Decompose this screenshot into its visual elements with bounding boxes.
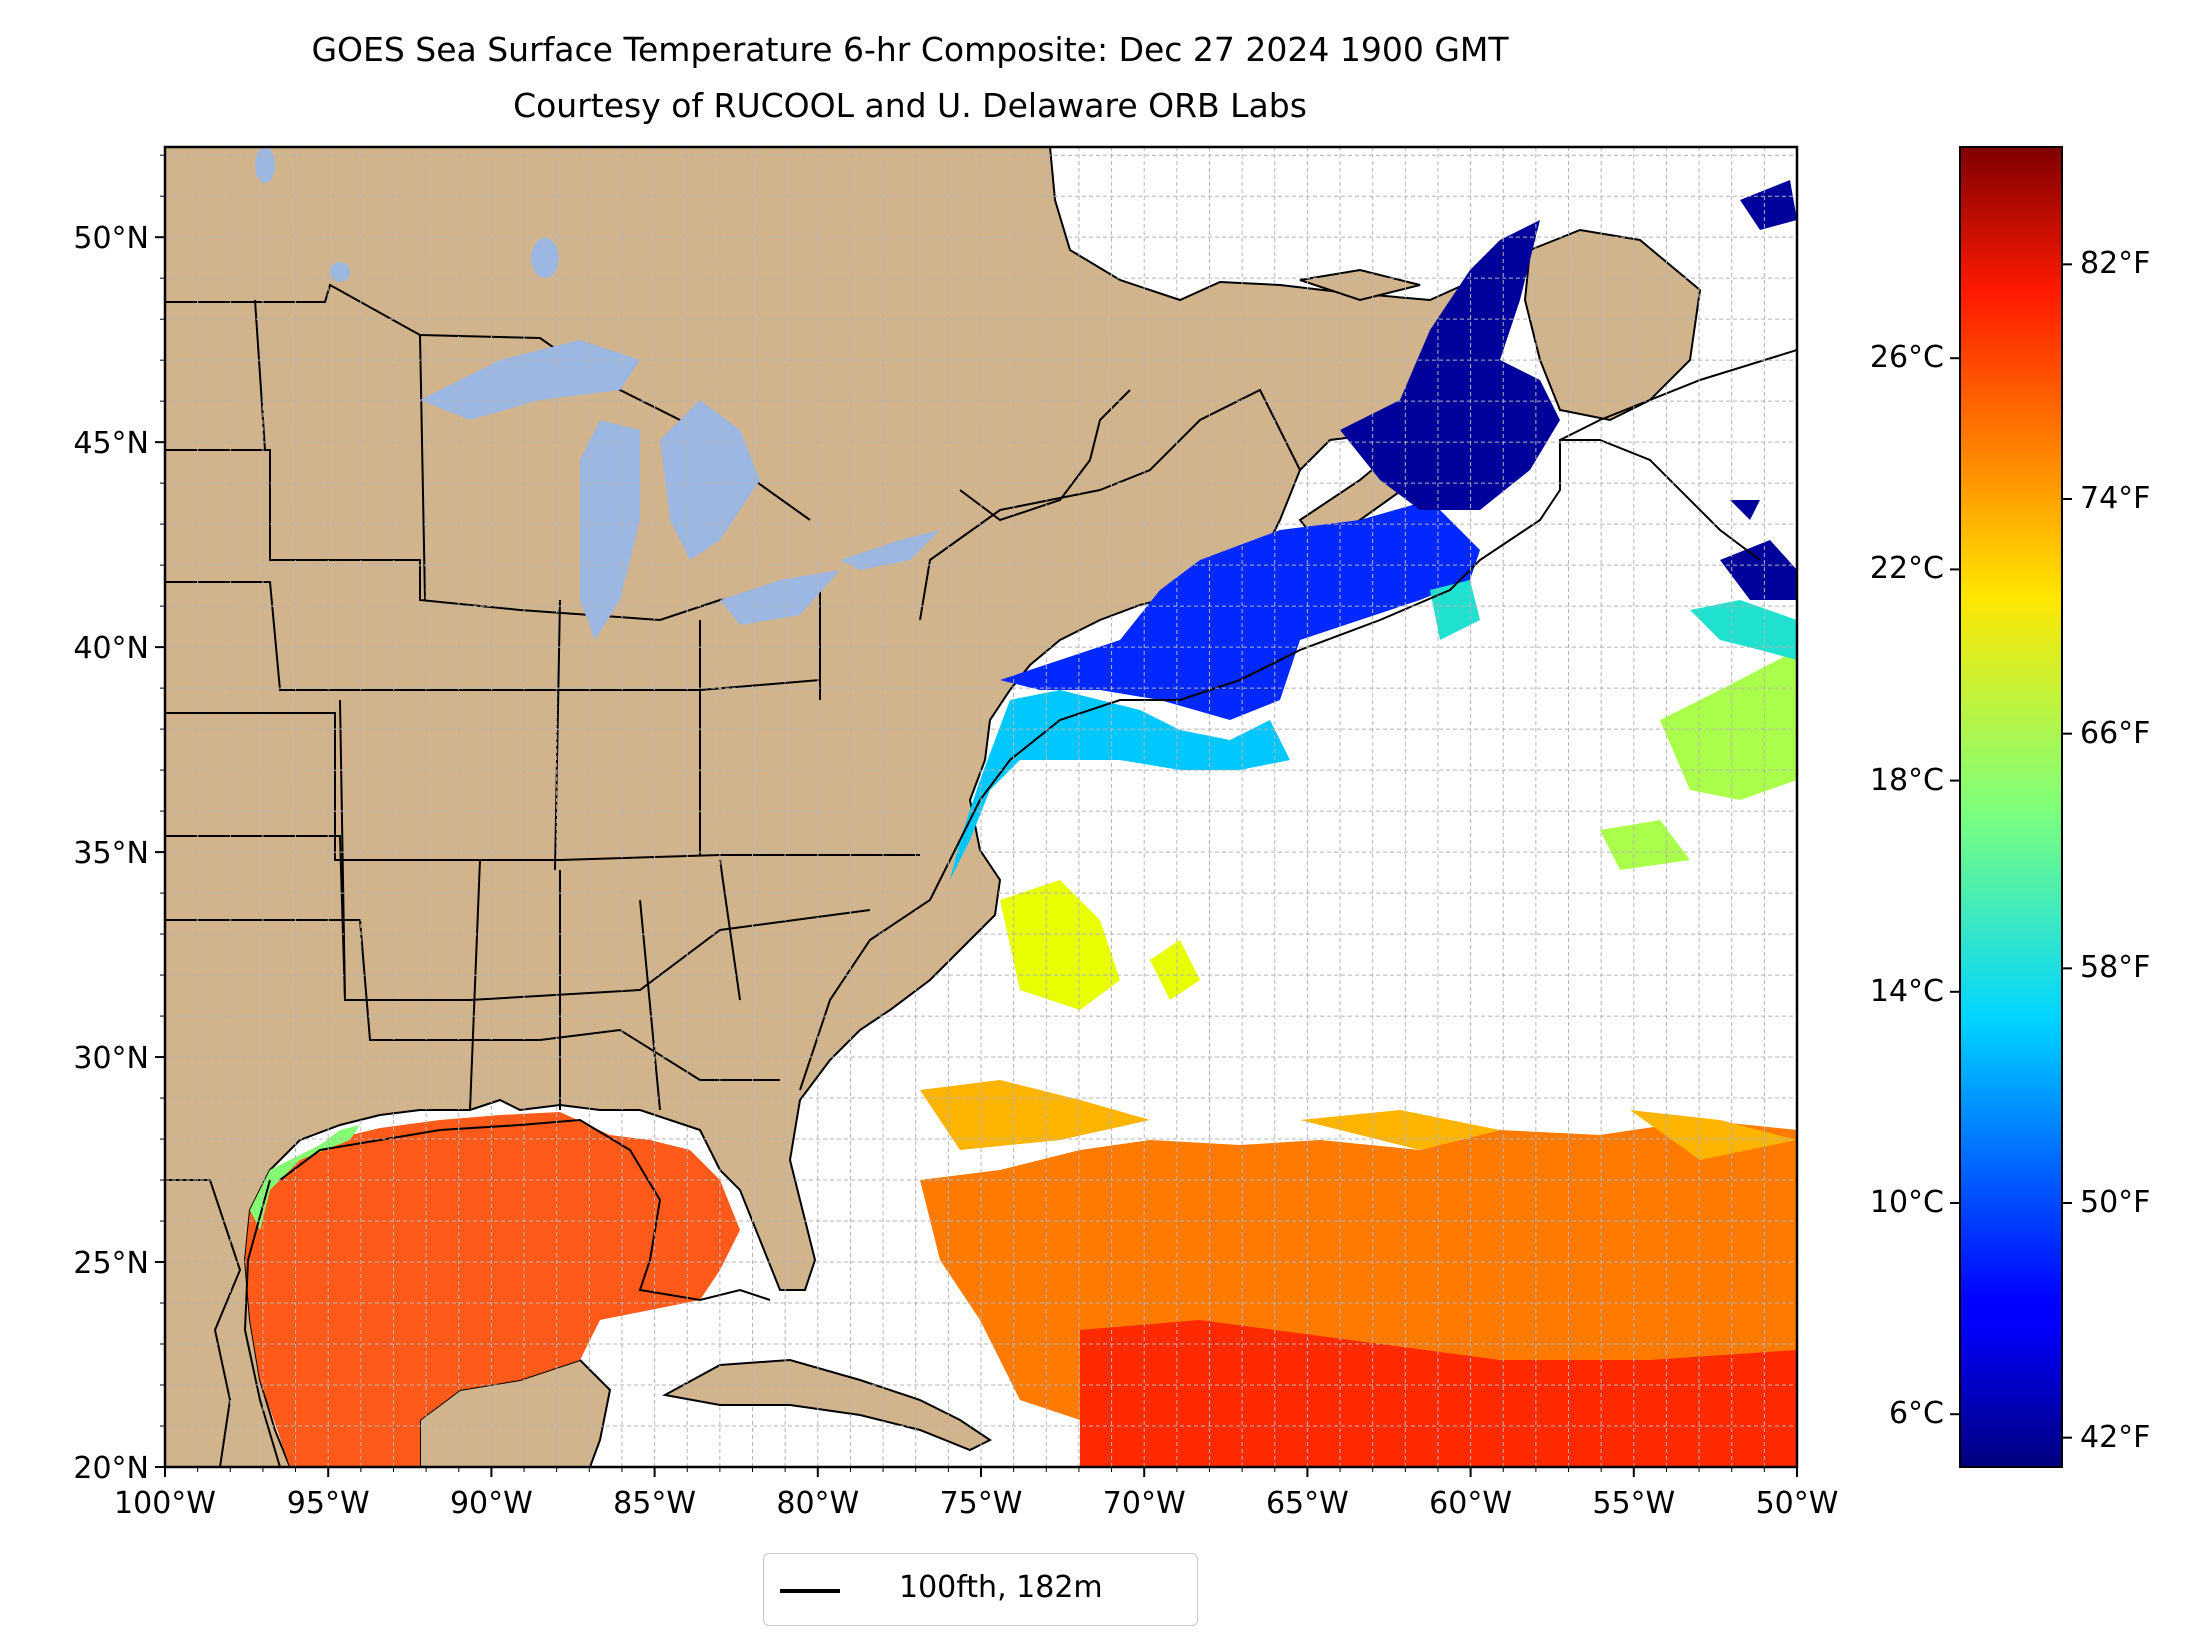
colorbar-celsius-label: 26°C bbox=[1869, 340, 1944, 376]
atlantic-hot-sst bbox=[1080, 1320, 1797, 1467]
colorbar-celsius-label: 18°C bbox=[1869, 762, 1944, 798]
colorbar-fahrenheit-label: 42°F bbox=[2080, 1419, 2151, 1455]
x-tick-label: 60°W bbox=[1429, 1486, 1512, 1521]
colorbar-celsius-label: 22°C bbox=[1869, 551, 1944, 587]
x-tick-label: 55°W bbox=[1592, 1486, 1675, 1521]
x-tick-label: 50°W bbox=[1756, 1486, 1839, 1521]
atlantic-orange-patches bbox=[920, 1080, 1797, 1160]
y-tick-label: 45°N bbox=[73, 426, 149, 461]
legend-line-swatch bbox=[780, 1589, 840, 1593]
colorbar-celsius-label: 6°C bbox=[1888, 1396, 1944, 1432]
gulf-stream-green-patches bbox=[1600, 650, 1797, 870]
y-tick-label: 25°N bbox=[73, 1246, 149, 1281]
shelf-cyan-sst bbox=[950, 690, 1290, 880]
y-tick-label: 40°N bbox=[73, 631, 149, 666]
x-tick-label: 75°W bbox=[940, 1486, 1023, 1521]
y-tick-label: 30°N bbox=[73, 1041, 149, 1076]
legend: 100fth, 182m bbox=[763, 1553, 1198, 1626]
map-axes: 100°W 95°W 90°W 85°W 80°W 75°W 70°W 65°W 60°W 55°… bbox=[73, 154, 1839, 1521]
gulf-coast-cool-sst bbox=[250, 1125, 360, 1230]
x-tick-label: 90°W bbox=[450, 1486, 533, 1521]
gulf-of-st-lawrence-sst bbox=[1340, 220, 1560, 510]
x-tick-label: 65°W bbox=[1266, 1486, 1349, 1521]
x-tick-label: 70°W bbox=[1103, 1486, 1186, 1521]
colorbar-fahrenheit-label: 50°F bbox=[2080, 1185, 2151, 1220]
colorbar-celsius-label: 10°C bbox=[1869, 1185, 1944, 1220]
x-tick-label: 80°W bbox=[776, 1486, 859, 1521]
isobath-100fth bbox=[243, 349, 1797, 1467]
chart-title: GOES Sea Surface Temperature 6-hr Compos… bbox=[311, 30, 1509, 69]
colorbar-fahrenheit-label: 82°F bbox=[2080, 246, 2151, 282]
mid-atlantic-cyan-sst bbox=[1430, 580, 1797, 660]
colorbar-celsius-label: 14°C bbox=[1869, 973, 1944, 1009]
atlantic-yellow-patches bbox=[1000, 880, 1200, 1010]
y-tick-label: 20°N bbox=[73, 1451, 149, 1486]
x-tick-label: 85°W bbox=[613, 1486, 696, 1521]
colorbar bbox=[1959, 146, 2063, 1468]
cuba-land bbox=[662, 1358, 992, 1452]
colorbar-ticks bbox=[1950, 263, 2072, 1439]
chart-subtitle: Courtesy of RUCOOL and U. Delaware ORB L… bbox=[513, 86, 1307, 125]
y-tick-label: 35°N bbox=[73, 836, 149, 871]
colorbar-fahrenheit-label: 58°F bbox=[2080, 950, 2151, 986]
political-borders bbox=[165, 283, 1301, 1467]
x-tick-label: 100°W bbox=[114, 1486, 216, 1521]
colorbar-fahrenheit-label: 74°F bbox=[2080, 481, 2151, 516]
colorbar-fahrenheit-label: 66°F bbox=[2080, 715, 2151, 751]
northeast-shelf-blue-sst bbox=[1000, 500, 1480, 720]
map-area bbox=[165, 147, 1797, 1467]
y-tick-label: 50°N bbox=[73, 221, 149, 256]
x-tick-label: 95°W bbox=[287, 1486, 370, 1521]
gulf-of-mexico-sst bbox=[245, 1112, 740, 1467]
legend-label: 100fth, 182m bbox=[899, 1570, 1103, 1605]
gridlines bbox=[165, 147, 1797, 1467]
sst-data bbox=[245, 180, 1797, 1467]
north-atlantic-dark-sst bbox=[1720, 180, 1797, 600]
